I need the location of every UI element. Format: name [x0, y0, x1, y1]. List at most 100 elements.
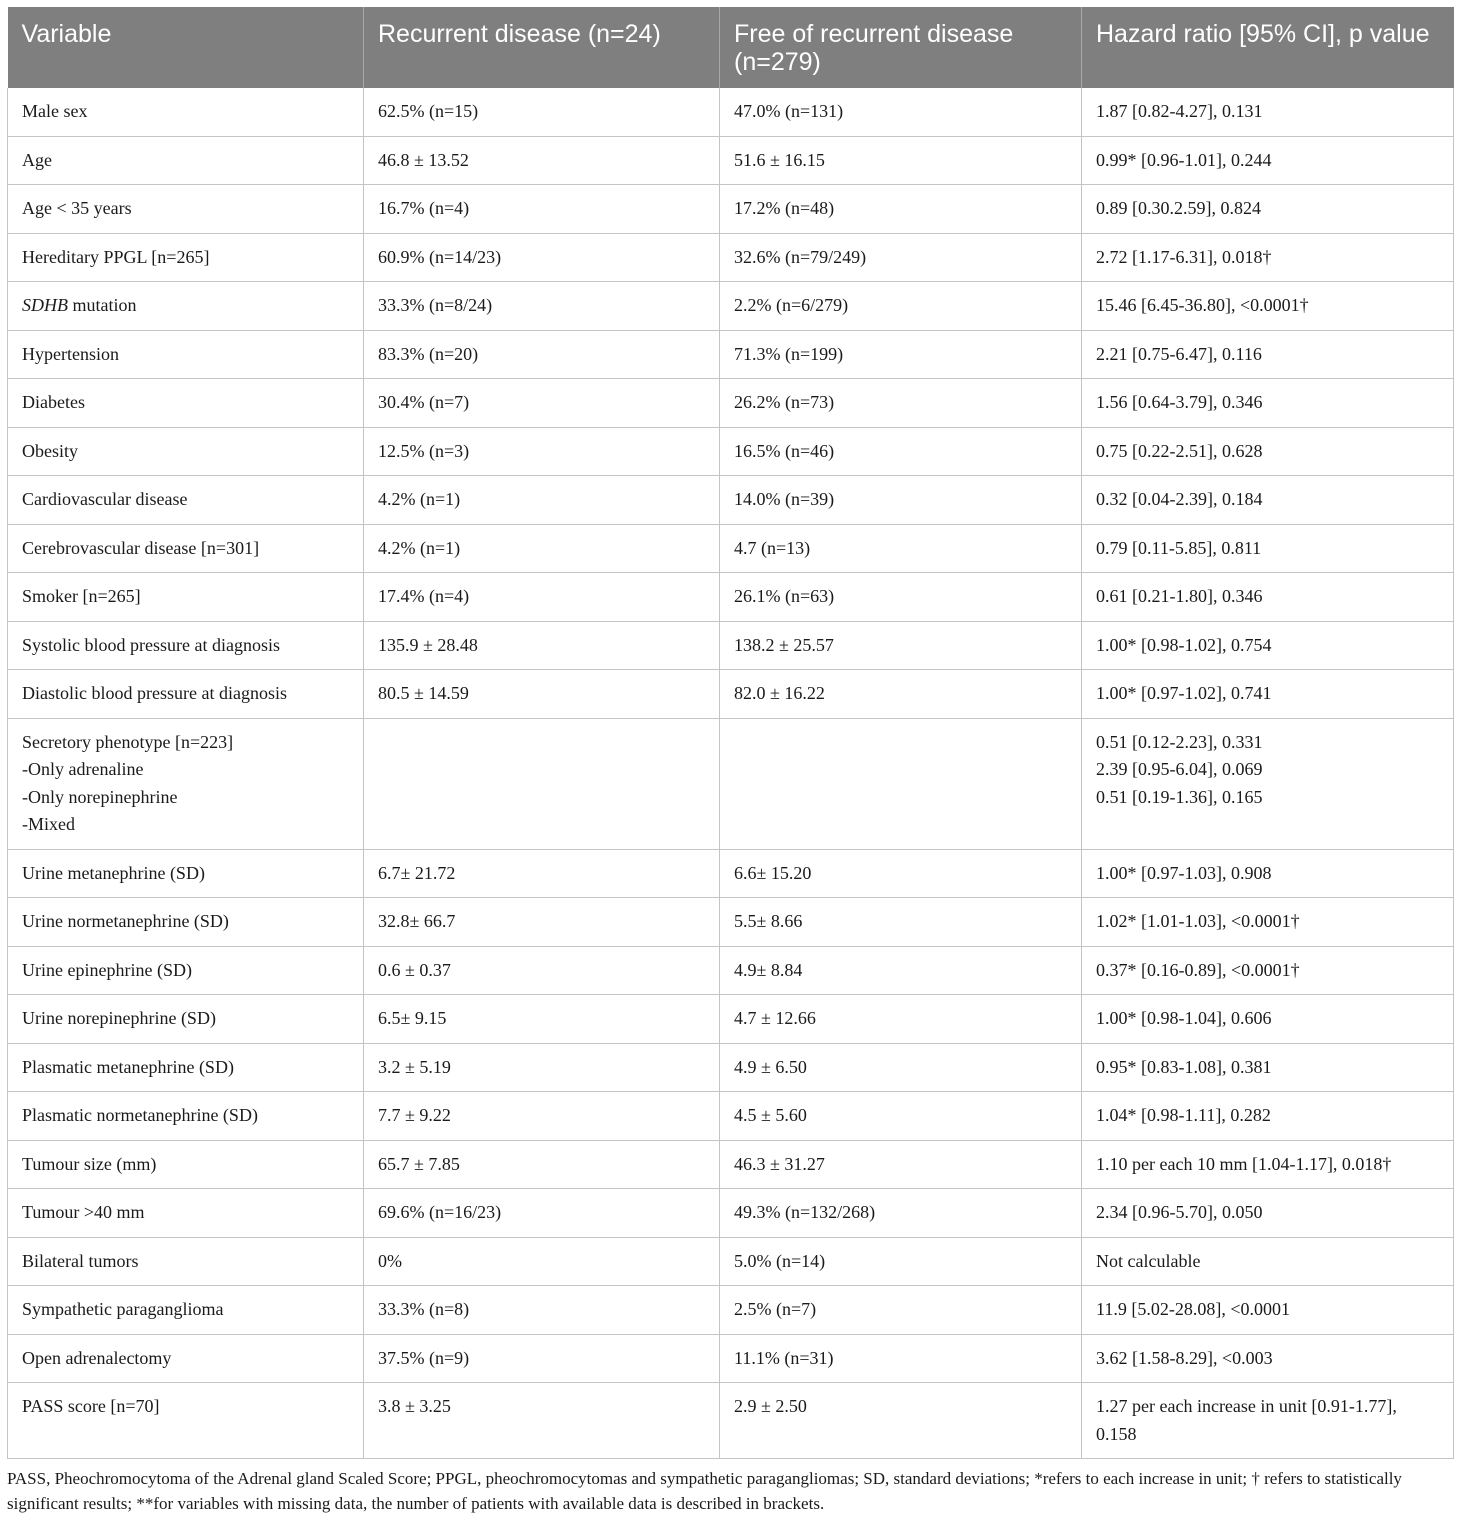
variable-cell: Hereditary PPGL [n=265]: [7, 232, 364, 282]
table-row: Diastolic blood pressure at diagnosis 80.…: [7, 669, 1454, 719]
hazard-cell: 1.87 [0.82-4.27], 0.131: [1081, 88, 1454, 137]
free-cell: 14.0% (n=39): [719, 475, 1082, 525]
secretory-label: Secretory phenotype [n=223]: [22, 731, 234, 752]
hazard-cell: 0.75 [0.22-2.51], 0.628: [1081, 426, 1454, 476]
recurrent-cell: 4.2% (n=1): [363, 475, 720, 525]
recurrent-cell: 17.4% (n=4): [363, 572, 720, 622]
variable-cell: Urine metanephrine (SD): [7, 848, 364, 898]
variable-cell: Urine epinephrine (SD): [7, 945, 364, 995]
table-row: Sympathetic paraganglioma 33.3% (n=8) 2.5%…: [7, 1285, 1454, 1335]
hazard-cell: 2.34 [0.96-5.70], 0.050: [1081, 1188, 1454, 1238]
variable-cell: Sympathetic paraganglioma: [7, 1285, 364, 1335]
free-cell: 2.9 ± 2.50: [719, 1382, 1082, 1459]
free-cell: 6.6± 15.20: [719, 848, 1082, 898]
free-cell: 47.0% (n=131): [719, 88, 1082, 137]
table-body: Male sex 62.5% (n=15) 47.0% (n=131) 1.87 [0…: [7, 88, 1454, 1459]
free-cell: 16.5% (n=46): [719, 426, 1082, 476]
secretory-hazard: 0.51 [0.12-2.23], 0.331: [1096, 731, 1263, 752]
hazard-cell: Not calculable: [1081, 1236, 1454, 1286]
free-cell: 4.9 ± 6.50: [719, 1042, 1082, 1092]
table-row: Hypertension 83.3% (n=20) 71.3% (n=199) 2.2…: [7, 329, 1454, 379]
variable-cell: Male sex: [7, 88, 364, 137]
hazard-cell: 1.00* [0.97-1.03], 0.908: [1081, 848, 1454, 898]
table-row: Obesity 12.5% (n=3) 16.5% (n=46) 0.75 [0.22…: [7, 426, 1454, 476]
table-row: Urine normetanephrine (SD) 32.8± 66.7 5.5±…: [7, 897, 1454, 947]
free-cell: 71.3% (n=199): [719, 329, 1082, 379]
hazard-cell: 15.46 [6.45-36.80], <0.0001†: [1081, 281, 1454, 331]
table-row: Hereditary PPGL [n=265] 60.9% (n=14/23) 32…: [7, 232, 1454, 282]
recurrent-cell: 0.6 ± 0.37: [363, 945, 720, 995]
hazard-cell: 0.32 [0.04-2.39], 0.184: [1081, 475, 1454, 525]
free-cell: 4.5 ± 5.60: [719, 1091, 1082, 1141]
table-row: Cerebrovascular disease [n=301] 4.2% (n=1…: [7, 523, 1454, 573]
hazard-cell: 1.10 per each 10 mm [1.04-1.17], 0.018†: [1081, 1139, 1454, 1189]
table-row-secretory: Secretory phenotype [n=223] -Only adrenal…: [7, 717, 1454, 850]
variable-cell: Hypertension: [7, 329, 364, 379]
recurrent-cell: 33.3% (n=8): [363, 1285, 720, 1335]
free-cell: 2.5% (n=7): [719, 1285, 1082, 1335]
free-cell: 82.0 ± 16.22: [719, 669, 1082, 719]
results-table-container: Variable Recurrent disease (n=24) Free o…: [7, 7, 1454, 1459]
variable-cell: Plasmatic metanephrine (SD): [7, 1042, 364, 1092]
hazard-cell: 1.27 per each increase in unit [0.91-1.7…: [1081, 1382, 1454, 1459]
header-variable: Variable: [7, 7, 364, 88]
hazard-cell: 3.62 [1.58-8.29], <0.003: [1081, 1333, 1454, 1383]
hazard-cell: 0.61 [0.21-1.80], 0.346: [1081, 572, 1454, 622]
variable-cell: Urine norepinephrine (SD): [7, 994, 364, 1044]
hazard-cell: 2.72 [1.17-6.31], 0.018†: [1081, 232, 1454, 282]
table-row: Urine norepinephrine (SD) 6.5± 9.15 4.7 ± …: [7, 994, 1454, 1044]
hazard-cell: 0.51 [0.12-2.23], 0.331 2.39 [0.95-6.04],…: [1081, 717, 1454, 850]
table-row: Systolic blood pressure at diagnosis 135.…: [7, 620, 1454, 670]
free-cell: 4.9± 8.84: [719, 945, 1082, 995]
hazard-cell: 1.04* [0.98-1.11], 0.282: [1081, 1091, 1454, 1141]
table-row: Cardiovascular disease 4.2% (n=1) 14.0% (n…: [7, 475, 1454, 525]
free-cell: 51.6 ± 16.15: [719, 135, 1082, 185]
free-cell: 17.2% (n=48): [719, 184, 1082, 234]
secretory-sublabel: -Only adrenaline: [22, 759, 144, 779]
free-cell: 26.2% (n=73): [719, 378, 1082, 428]
hazard-cell: 1.56 [0.64-3.79], 0.346: [1081, 378, 1454, 428]
recurrent-cell: 3.2 ± 5.19: [363, 1042, 720, 1092]
variable-cell: Age: [7, 135, 364, 185]
hazard-cell: 0.79 [0.11-5.85], 0.811: [1081, 523, 1454, 573]
recurrent-cell: 4.2% (n=1): [363, 523, 720, 573]
variable-cell: Bilateral tumors: [7, 1236, 364, 1286]
variable-cell: SDHB mutation: [7, 281, 364, 331]
recurrent-cell: 60.9% (n=14/23): [363, 232, 720, 282]
header-hazard: Hazard ratio [95% CI], p value: [1081, 7, 1454, 88]
table-row: Open adrenalectomy 37.5% (n=9) 11.1% (n=31…: [7, 1333, 1454, 1383]
free-cell: 2.2% (n=6/279): [719, 281, 1082, 331]
recurrent-cell: [363, 717, 720, 850]
hazard-cell: 2.21 [0.75-6.47], 0.116: [1081, 329, 1454, 379]
variable-cell: Cerebrovascular disease [n=301]: [7, 523, 364, 573]
secretory-sublabel: -Only norepinephrine: [22, 786, 178, 807]
table-row: Bilateral tumors 0% 5.0% (n=14) Not calcula…: [7, 1236, 1454, 1286]
variable-cell: Age < 35 years: [7, 184, 364, 234]
recurrent-cell: 6.7± 21.72: [363, 848, 720, 898]
results-table: Variable Recurrent disease (n=24) Free o…: [7, 7, 1454, 1459]
header-row: Variable Recurrent disease (n=24) Free o…: [7, 7, 1454, 88]
free-cell: [719, 717, 1082, 850]
recurrent-cell: 62.5% (n=15): [363, 88, 720, 137]
variable-cell: Obesity: [7, 426, 364, 476]
variable-cell: Open adrenalectomy: [7, 1333, 364, 1383]
table-row: SDHB mutation 33.3% (n=8/24) 2.2% (n=6/279…: [7, 281, 1454, 331]
recurrent-cell: 37.5% (n=9): [363, 1333, 720, 1383]
hazard-cell: 1.02* [1.01-1.03], <0.0001†: [1081, 897, 1454, 947]
recurrent-cell: 7.7 ± 9.22: [363, 1091, 720, 1141]
variable-cell: Cardiovascular disease: [7, 475, 364, 525]
free-cell: 11.1% (n=31): [719, 1333, 1082, 1383]
recurrent-cell: 46.8 ± 13.52: [363, 135, 720, 185]
recurrent-cell: 0%: [363, 1236, 720, 1286]
hazard-cell: 1.00* [0.98-1.04], 0.606: [1081, 994, 1454, 1044]
table-row: Urine epinephrine (SD) 0.6 ± 0.37 4.9± 8.8…: [7, 945, 1454, 995]
header-recurrent: Recurrent disease (n=24): [363, 7, 720, 88]
hazard-cell: 0.95* [0.83-1.08], 0.381: [1081, 1042, 1454, 1092]
hazard-cell: 0.37* [0.16-0.89], <0.0001†: [1081, 945, 1454, 995]
table-row: PASS score [n=70] 3.8 ± 3.25 2.9 ± 2.50 1.2…: [7, 1382, 1454, 1459]
free-cell: 5.0% (n=14): [719, 1236, 1082, 1286]
free-cell: 49.3% (n=132/268): [719, 1188, 1082, 1238]
table-row: Male sex 62.5% (n=15) 47.0% (n=131) 1.87 [0…: [7, 88, 1454, 137]
variable-cell: Plasmatic normetanephrine (SD): [7, 1091, 364, 1141]
table-row: Smoker [n=265] 17.4% (n=4) 26.1% (n=63) 0.6…: [7, 572, 1454, 622]
